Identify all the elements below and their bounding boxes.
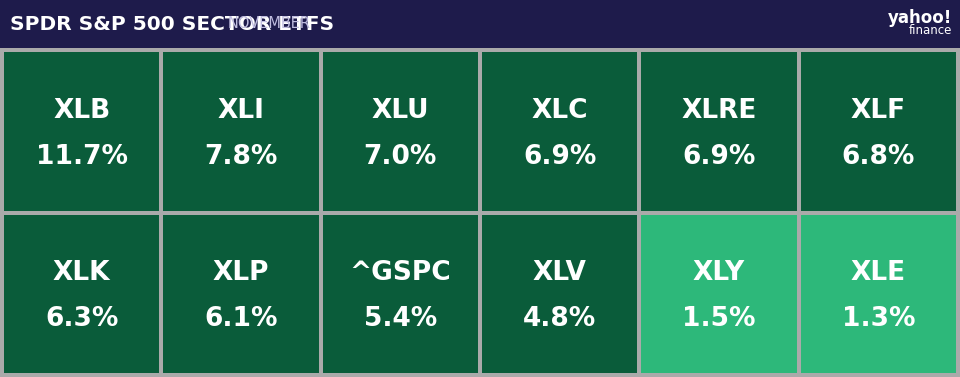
Bar	[482, 52, 637, 210]
Text: XLK: XLK	[53, 260, 110, 286]
Text: 6.1%: 6.1%	[204, 306, 277, 332]
Bar	[323, 215, 478, 373]
Text: XLB: XLB	[53, 98, 110, 124]
Text: 6.3%: 6.3%	[45, 306, 118, 332]
Text: 6.9%: 6.9%	[683, 144, 756, 170]
Text: XLF: XLF	[851, 98, 906, 124]
Text: 7.8%: 7.8%	[204, 144, 277, 170]
Text: 7.0%: 7.0%	[364, 144, 437, 170]
Bar	[801, 52, 956, 210]
Bar	[163, 215, 319, 373]
Bar	[323, 52, 478, 210]
Text: XLI: XLI	[218, 98, 264, 124]
Text: NOVEMBER: NOVEMBER	[228, 17, 311, 32]
Text: yahoo!: yahoo!	[888, 9, 952, 27]
Bar	[482, 215, 637, 373]
Text: XLP: XLP	[213, 260, 269, 286]
Text: XLU: XLU	[372, 98, 429, 124]
Text: 11.7%: 11.7%	[36, 144, 128, 170]
Text: 6.8%: 6.8%	[842, 144, 915, 170]
Text: XLC: XLC	[532, 98, 588, 124]
Bar	[163, 52, 319, 210]
Text: SPDR S&P 500 SECTOR ETFS: SPDR S&P 500 SECTOR ETFS	[10, 14, 334, 34]
Text: XLE: XLE	[851, 260, 906, 286]
Text: 6.9%: 6.9%	[523, 144, 596, 170]
Bar	[4, 52, 159, 210]
Text: XLV: XLV	[533, 260, 587, 286]
Text: 4.8%: 4.8%	[523, 306, 596, 332]
Text: XLRE: XLRE	[682, 98, 756, 124]
Bar	[0, 0, 960, 48]
Text: XLY: XLY	[693, 260, 745, 286]
Bar	[641, 52, 797, 210]
Text: 1.5%: 1.5%	[683, 306, 756, 332]
Text: 5.4%: 5.4%	[364, 306, 437, 332]
Bar	[641, 215, 797, 373]
Bar	[801, 215, 956, 373]
Text: finance: finance	[908, 25, 952, 37]
Bar	[4, 215, 159, 373]
Text: 1.3%: 1.3%	[842, 306, 915, 332]
Text: ^GSPC: ^GSPC	[349, 260, 451, 286]
